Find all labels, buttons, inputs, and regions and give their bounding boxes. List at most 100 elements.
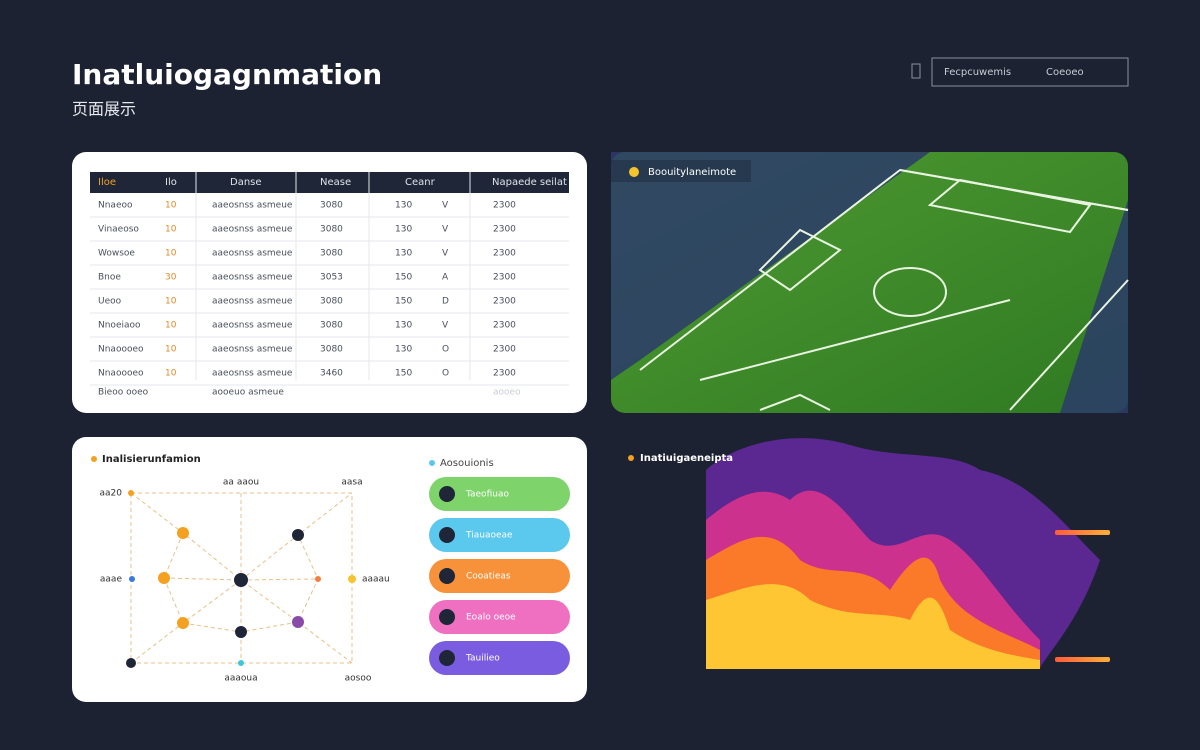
stands (1060, 200, 1128, 413)
button-label[interactable]: Taeofiuao (465, 490, 509, 500)
node-label: aaae (100, 575, 123, 585)
button-label[interactable]: Eoalo oeoe (466, 613, 516, 623)
button-label[interactable]: Fecpcuwemis (944, 67, 1011, 78)
table-cell: 3053 (320, 273, 343, 283)
table-header-cell: Danse (230, 177, 262, 188)
table-cell: aaeosnss asmeue (212, 321, 293, 331)
table-cell: 2300 (493, 297, 516, 307)
heat-layer (706, 584, 1040, 668)
table-header-cell: Napaede seilat (492, 177, 567, 188)
pitch-lines (639, 168, 1129, 411)
image-caption: Boouitylaneimote (648, 167, 736, 178)
button-label[interactable]: Cooatieas (466, 572, 511, 582)
table-cell: V (442, 249, 449, 259)
table-header-cell: Ilo (165, 177, 177, 188)
table-cell: D (442, 297, 449, 307)
legend-title: Aosouionis (440, 458, 494, 469)
table-cell: 3080 (320, 201, 343, 211)
node (292, 616, 304, 628)
node-label: aa aaou (223, 478, 259, 488)
table-cell: Nnaoooeo (98, 369, 144, 379)
table-cell: 2300 (493, 369, 516, 379)
table-cell: Nnoeiaoo (98, 321, 141, 331)
table-cell: aaeosnss asmeue (212, 249, 293, 259)
table-header-cell: Nease (320, 177, 351, 188)
table-cell: 3080 (320, 225, 343, 235)
node (238, 660, 244, 666)
button-label[interactable]: Tauilieo (465, 654, 500, 664)
node (292, 529, 304, 541)
icon (911, 63, 921, 79)
table-cell: 10 (165, 369, 177, 379)
table-cell: 2300 (493, 249, 516, 259)
table-cell: 2300 (493, 225, 516, 235)
table-cell: O (442, 345, 449, 355)
table-cell: 10 (165, 225, 177, 235)
table-cell: Nnaeoo (98, 201, 133, 211)
legend-button[interactable] (429, 559, 570, 593)
button-icon (439, 650, 455, 666)
table-cell: 10 (165, 297, 177, 307)
table-cell: 150 (395, 297, 412, 307)
table-cell: 130 (395, 201, 412, 211)
caption-icon (629, 167, 639, 177)
legend-bar (1055, 530, 1110, 535)
table: Iloe Ilo Danse Nease Ceanr Napaede seilat Nnae… (90, 172, 569, 398)
network-labels: aa aaou aasa aa20 aaae aaaau aaaoua aosoo (100, 478, 390, 684)
table-cell: aaeosnss asmeue (212, 225, 293, 235)
table-header-cell: Ceanr (405, 177, 436, 188)
legend-button[interactable] (429, 518, 570, 552)
network-nodes (126, 490, 356, 668)
legend-button[interactable] (429, 641, 570, 675)
node-label: aaaoua (224, 674, 257, 684)
dot (628, 455, 634, 461)
table-cell: V (442, 225, 449, 235)
table-cell: aaeosnss asmeue (212, 297, 293, 307)
top-button[interactable] (931, 57, 1129, 87)
dot (91, 456, 97, 462)
page-title: Inatluiogagnmation (72, 58, 382, 91)
node (158, 572, 170, 584)
network-title: Inalisierunfamion (102, 454, 201, 465)
caption-bg (611, 160, 751, 182)
table-cell: 10 (165, 321, 177, 331)
table-cell: 130 (395, 321, 412, 331)
table-cell: V (442, 201, 449, 211)
legend-button[interactable] (429, 477, 570, 511)
table-footer-cell: aooeuo asmeue (212, 388, 284, 398)
table-cell: 3080 (320, 249, 343, 259)
table-cell: 130 (395, 345, 412, 355)
table-cell: A (442, 273, 449, 283)
table-cell: Ueoo (98, 297, 122, 307)
node (126, 658, 136, 668)
table-cell: 130 (395, 225, 412, 235)
table-cell: 10 (165, 345, 177, 355)
table-cell: aaeosnss asmeue (212, 345, 293, 355)
table-cell: aaeosnss asmeue (212, 273, 293, 283)
node (128, 490, 134, 496)
table-cell: Bnoe (98, 273, 121, 283)
table-cell: 2300 (493, 321, 516, 331)
table-cell: 2300 (493, 201, 516, 211)
node (235, 626, 247, 638)
node (177, 527, 189, 539)
table-cell: 3080 (320, 321, 343, 331)
table-header (90, 172, 569, 193)
table-cell: aaeosnss asmeue (212, 369, 293, 379)
button-icon (439, 527, 455, 543)
button-icon (439, 486, 455, 502)
page-subtitle: 页面展示 (72, 100, 136, 119)
table-cell: 2300 (493, 345, 516, 355)
button-extra[interactable]: Coeoeo (1046, 67, 1084, 78)
button-label[interactable]: Tiauaoeae (465, 531, 513, 541)
table-cell: 3460 (320, 369, 343, 379)
node-label: aaaau (362, 575, 390, 585)
node (315, 576, 321, 582)
table-cell: 150 (395, 369, 412, 379)
table-cell: aaeosnss asmeue (212, 201, 293, 211)
table-cell: Wowsoe (98, 249, 135, 259)
node (234, 573, 248, 587)
legend-button[interactable] (429, 600, 570, 634)
node (177, 617, 189, 629)
